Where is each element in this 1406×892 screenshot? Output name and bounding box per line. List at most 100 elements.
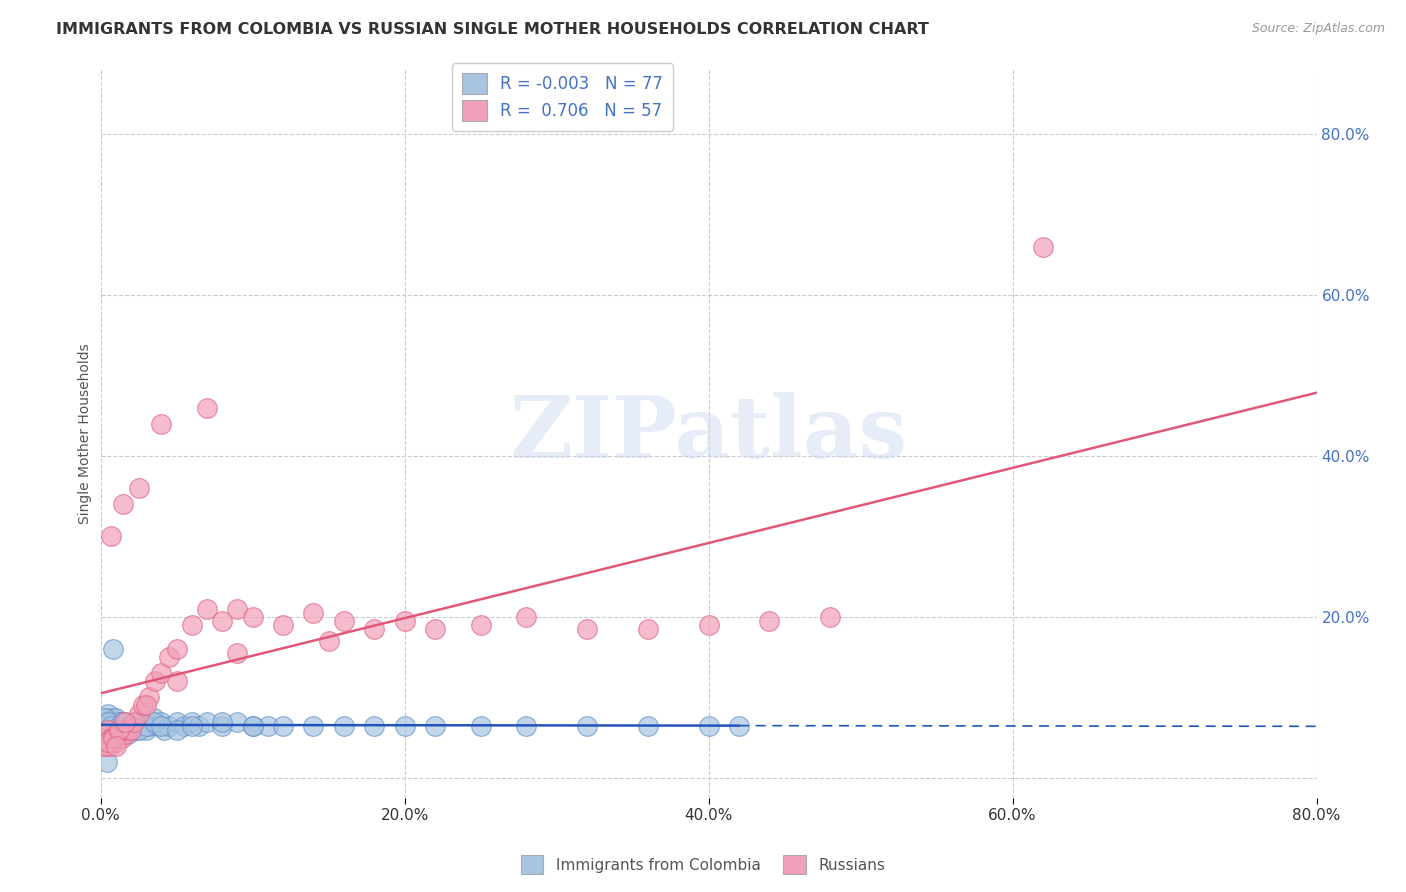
Point bbox=[271, 718, 294, 732]
Point bbox=[98, 739, 121, 753]
Point bbox=[166, 723, 188, 737]
Point bbox=[96, 710, 118, 724]
Point bbox=[135, 723, 157, 737]
Point bbox=[242, 718, 264, 732]
Point bbox=[363, 622, 385, 636]
Point bbox=[150, 417, 173, 431]
Point bbox=[108, 718, 131, 732]
Point bbox=[120, 723, 142, 737]
Point bbox=[166, 642, 188, 657]
Legend: R = -0.003   N = 77, R =  0.706   N = 57: R = -0.003 N = 77, R = 0.706 N = 57 bbox=[453, 63, 673, 130]
Point bbox=[104, 723, 127, 737]
Point bbox=[226, 602, 249, 616]
Point bbox=[157, 718, 180, 732]
Point bbox=[112, 497, 135, 511]
Point bbox=[271, 618, 294, 632]
Point bbox=[105, 718, 128, 732]
Point bbox=[135, 698, 157, 713]
Point bbox=[818, 610, 841, 624]
Point bbox=[122, 714, 145, 729]
Point bbox=[333, 718, 356, 732]
Point bbox=[195, 714, 218, 729]
Point bbox=[108, 726, 131, 740]
Point bbox=[575, 622, 598, 636]
Text: IMMIGRANTS FROM COLOMBIA VS RUSSIAN SINGLE MOTHER HOUSEHOLDS CORRELATION CHART: IMMIGRANTS FROM COLOMBIA VS RUSSIAN SING… bbox=[56, 22, 929, 37]
Point bbox=[112, 714, 135, 729]
Point bbox=[94, 731, 117, 745]
Point bbox=[103, 731, 125, 745]
Point bbox=[132, 714, 155, 729]
Point bbox=[91, 723, 114, 737]
Point bbox=[97, 723, 120, 737]
Point bbox=[104, 710, 127, 724]
Point bbox=[575, 718, 598, 732]
Point bbox=[637, 718, 659, 732]
Point bbox=[697, 618, 720, 632]
Point bbox=[142, 714, 165, 729]
Point bbox=[111, 731, 134, 745]
Point bbox=[100, 731, 122, 745]
Point bbox=[195, 602, 218, 616]
Point bbox=[122, 714, 145, 729]
Point bbox=[153, 723, 176, 737]
Point bbox=[470, 618, 492, 632]
Point bbox=[423, 622, 446, 636]
Point bbox=[94, 739, 117, 753]
Point bbox=[135, 718, 157, 732]
Point bbox=[93, 739, 115, 753]
Point bbox=[98, 726, 121, 740]
Point bbox=[114, 714, 136, 729]
Point bbox=[180, 618, 202, 632]
Point bbox=[110, 723, 132, 737]
Legend: Immigrants from Colombia, Russians: Immigrants from Colombia, Russians bbox=[515, 849, 891, 880]
Point bbox=[96, 755, 118, 769]
Point bbox=[114, 726, 136, 740]
Point bbox=[333, 614, 356, 628]
Point bbox=[128, 706, 150, 721]
Point bbox=[256, 718, 278, 732]
Point bbox=[97, 706, 120, 721]
Point bbox=[697, 718, 720, 732]
Point bbox=[103, 714, 125, 729]
Point bbox=[195, 401, 218, 415]
Point bbox=[138, 718, 160, 732]
Point bbox=[226, 646, 249, 660]
Point bbox=[470, 718, 492, 732]
Point bbox=[150, 718, 173, 732]
Point bbox=[728, 718, 751, 732]
Point bbox=[100, 529, 122, 543]
Point bbox=[93, 726, 115, 740]
Point bbox=[117, 723, 139, 737]
Point bbox=[101, 726, 124, 740]
Point bbox=[128, 723, 150, 737]
Point bbox=[758, 614, 780, 628]
Point bbox=[637, 622, 659, 636]
Point bbox=[128, 481, 150, 495]
Point bbox=[100, 714, 122, 729]
Text: Source: ZipAtlas.com: Source: ZipAtlas.com bbox=[1251, 22, 1385, 36]
Point bbox=[101, 731, 124, 745]
Point bbox=[226, 714, 249, 729]
Point bbox=[242, 718, 264, 732]
Point bbox=[97, 723, 120, 737]
Point bbox=[318, 634, 340, 648]
Point bbox=[211, 718, 233, 732]
Point bbox=[91, 731, 114, 745]
Point bbox=[302, 718, 325, 732]
Point bbox=[97, 714, 120, 729]
Point bbox=[150, 714, 173, 729]
Point bbox=[100, 718, 122, 732]
Point bbox=[93, 718, 115, 732]
Point bbox=[98, 718, 121, 732]
Point bbox=[157, 650, 180, 665]
Point bbox=[101, 735, 124, 749]
Point bbox=[132, 698, 155, 713]
Point bbox=[97, 735, 120, 749]
Point bbox=[120, 718, 142, 732]
Point bbox=[103, 718, 125, 732]
Point bbox=[211, 614, 233, 628]
Point bbox=[111, 718, 134, 732]
Point bbox=[94, 726, 117, 740]
Point bbox=[211, 714, 233, 729]
Point bbox=[117, 726, 139, 740]
